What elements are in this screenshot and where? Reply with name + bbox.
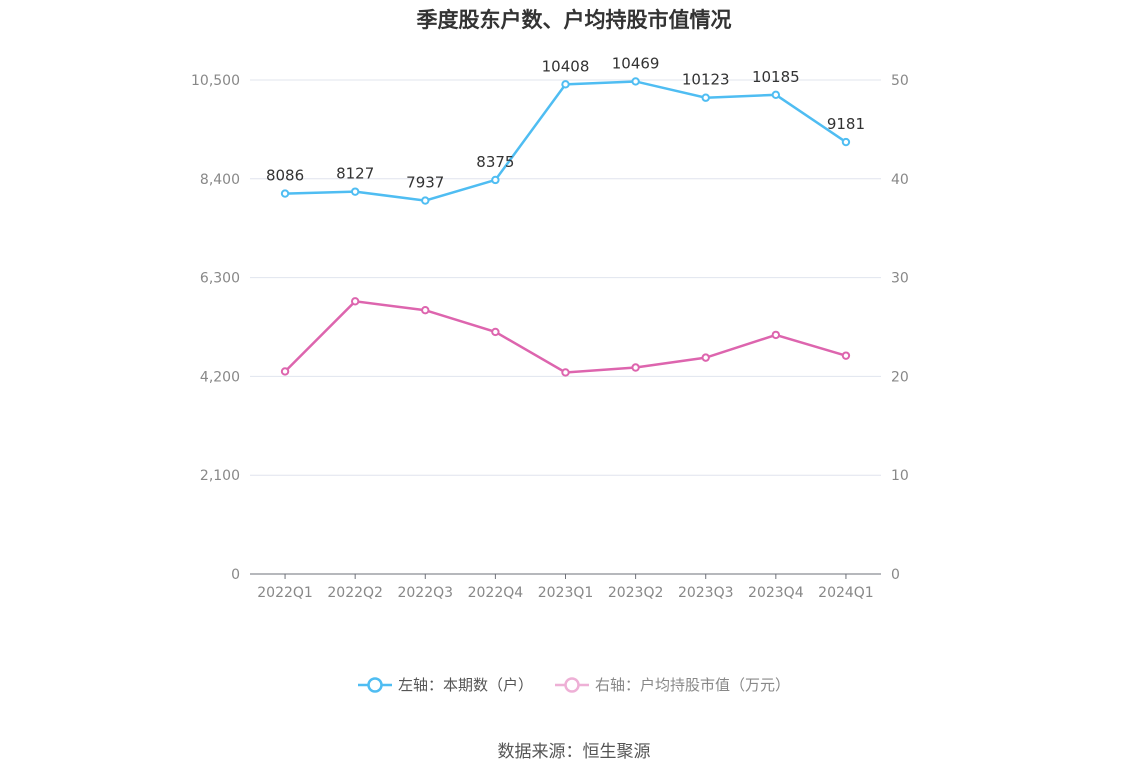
data-label: 10408 xyxy=(542,57,590,75)
legend-label-right: 右轴：户均持股市值（万元） xyxy=(595,676,791,694)
data-point xyxy=(701,93,710,102)
chart-title: 季度股东户数、户均持股市值情况 xyxy=(416,8,732,32)
data-point xyxy=(841,351,851,360)
legend-marker-blue-icon xyxy=(357,676,392,693)
x-tick-label: 2022Q4 xyxy=(468,585,524,601)
y-left-tick-label: 6,300 xyxy=(200,271,240,287)
legend-item-right[interactable]: 右轴：户均持股市值（万元） xyxy=(555,674,790,695)
data-point xyxy=(421,306,430,315)
data-point xyxy=(771,330,781,340)
data-label: 10185 xyxy=(752,68,800,86)
data-point xyxy=(350,187,360,196)
y-right-tick-label: 40 xyxy=(891,172,909,188)
y-right-tick-label: 0 xyxy=(891,567,900,583)
y-left-tick-label: 10,500 xyxy=(191,73,240,89)
data-point xyxy=(771,90,781,100)
legend-item-left[interactable]: 左轴：本期数（户） xyxy=(357,674,533,695)
data-point xyxy=(280,367,290,376)
data-label: 8086 xyxy=(266,167,304,185)
data-point xyxy=(701,353,710,362)
y-left-tick-label: 2,100 xyxy=(200,468,240,484)
x-tick-label: 2024Q1 xyxy=(818,585,874,601)
data-label: 8127 xyxy=(336,165,374,183)
x-tick-label: 2023Q1 xyxy=(538,585,594,601)
data-label: 8375 xyxy=(476,153,514,171)
y-left-tick-label: 4,200 xyxy=(200,369,240,385)
x-tick-label: 2023Q4 xyxy=(748,585,804,601)
legend-marker-pink-icon xyxy=(555,676,589,693)
data-point xyxy=(631,363,640,372)
data-point xyxy=(561,80,570,89)
legend-label-left: 左轴：本期数（户） xyxy=(397,676,533,694)
y-left-tick-label: 0 xyxy=(231,567,240,583)
series-line-left xyxy=(285,80,847,202)
x-tick-label: 2023Q3 xyxy=(678,585,734,601)
x-tick-label: 2022Q1 xyxy=(257,585,313,601)
data-point xyxy=(491,327,500,337)
data-label: 7937 xyxy=(406,174,444,192)
series-line-right xyxy=(284,299,847,374)
x-tick-label: 2022Q2 xyxy=(327,585,383,601)
x-tick-label: 2022Q3 xyxy=(397,585,453,601)
y-right-tick-label: 10 xyxy=(891,468,909,484)
x-tick-label: 2023Q2 xyxy=(608,585,664,601)
data-label: 10469 xyxy=(612,54,660,72)
data-label: 10123 xyxy=(682,71,730,89)
legend: 左轴：本期数（户） 右轴：户均持股市值（万元） xyxy=(0,674,1148,695)
data-point xyxy=(491,175,500,185)
data-point xyxy=(421,196,430,205)
y-right-tick-label: 50 xyxy=(891,73,909,89)
y-right-tick-label: 20 xyxy=(891,369,909,385)
y-right-tick-label: 30 xyxy=(891,271,909,287)
data-source: 数据来源：恒生聚源 xyxy=(497,742,651,762)
data-point xyxy=(841,137,851,147)
data-point xyxy=(280,189,290,198)
data-label: 9181 xyxy=(827,115,865,133)
y-left-tick-label: 8,400 xyxy=(200,172,240,188)
data-point xyxy=(561,368,570,377)
data-point xyxy=(631,77,640,86)
data-point xyxy=(350,297,360,306)
